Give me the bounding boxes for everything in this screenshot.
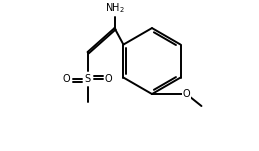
Text: S: S xyxy=(84,74,91,84)
Text: O: O xyxy=(63,74,70,84)
Text: NH$_2$: NH$_2$ xyxy=(105,2,125,16)
Text: O: O xyxy=(105,74,112,84)
Text: O: O xyxy=(183,89,190,99)
